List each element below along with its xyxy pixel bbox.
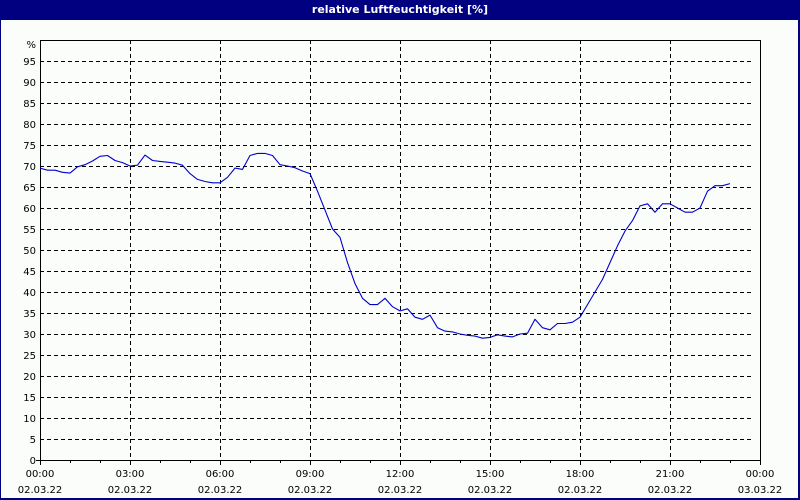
x-tick-date-label: 02.03.22 [288,485,333,496]
y-tick-label: 5 [30,435,36,446]
chart-canvas: 0 5 10 15 20 25 30 35 40 45 50 55 60 65 70 75 80 85 90 95% 0… [1,20,798,498]
y-tick-label: 85 [23,99,36,110]
y-unit-label: % [26,40,36,51]
x-tick-date-label: 02.03.22 [558,485,603,496]
y-tick-label: 45 [23,267,36,278]
y-tick-label: 60 [23,204,36,215]
y-tick-label: 75 [23,141,36,152]
humidity-series-line [39,152,731,339]
x-tick-time-label: 18:00 [566,469,595,480]
x-tick-date-label: 02.03.22 [198,485,243,496]
y-tick-label: 35 [23,309,36,320]
y-tick-label: 40 [23,288,36,299]
y-tick-label: 30 [23,330,36,341]
y-tick-label: 65 [23,183,36,194]
x-tick-date-label: 02.03.22 [108,485,153,496]
y-tick-label: 0 [30,456,36,467]
x-tick-date-label: 02.03.22 [378,485,423,496]
y-tick-label: 90 [23,78,36,89]
y-tick-label: 95 [23,57,36,68]
x-tick-date-label: 02.03.22 [648,485,693,496]
y-tick-label: 15 [23,393,36,404]
x-tick-time-label: 15:00 [476,469,505,480]
chart-title: relative Luftfeuchtigkeit [%] [311,3,489,16]
x-tick-time-label: 21:00 [656,469,685,480]
y-tick-label: 25 [23,351,36,362]
x-tick-date-label: 02.03.22 [18,485,63,496]
x-tick-time-label: 12:00 [386,469,415,480]
humidity-line-chart: 0 5 10 15 20 25 30 35 40 45 50 55 60 65 70 75 80 85 90 95% 0… [18,40,783,496]
y-tick-label: 80 [23,120,36,131]
y-tick-label: 55 [23,225,36,236]
x-tick-date-label: 02.03.22 [468,485,513,496]
x-tick-time-label: 00:00 [26,469,55,480]
x-tick-time-label: 06:00 [206,469,235,480]
y-tick-label: 20 [23,372,36,383]
y-tick-label: 10 [23,414,36,425]
y-tick-label: 70 [23,162,36,173]
x-tick-time-label: 00:00 [746,469,775,480]
x-tick-date-label: 03.03.22 [738,485,783,496]
x-tick-time-label: 09:00 [296,469,325,480]
x-tick-time-label: 03:00 [116,469,145,480]
y-tick-label: 50 [23,246,36,257]
